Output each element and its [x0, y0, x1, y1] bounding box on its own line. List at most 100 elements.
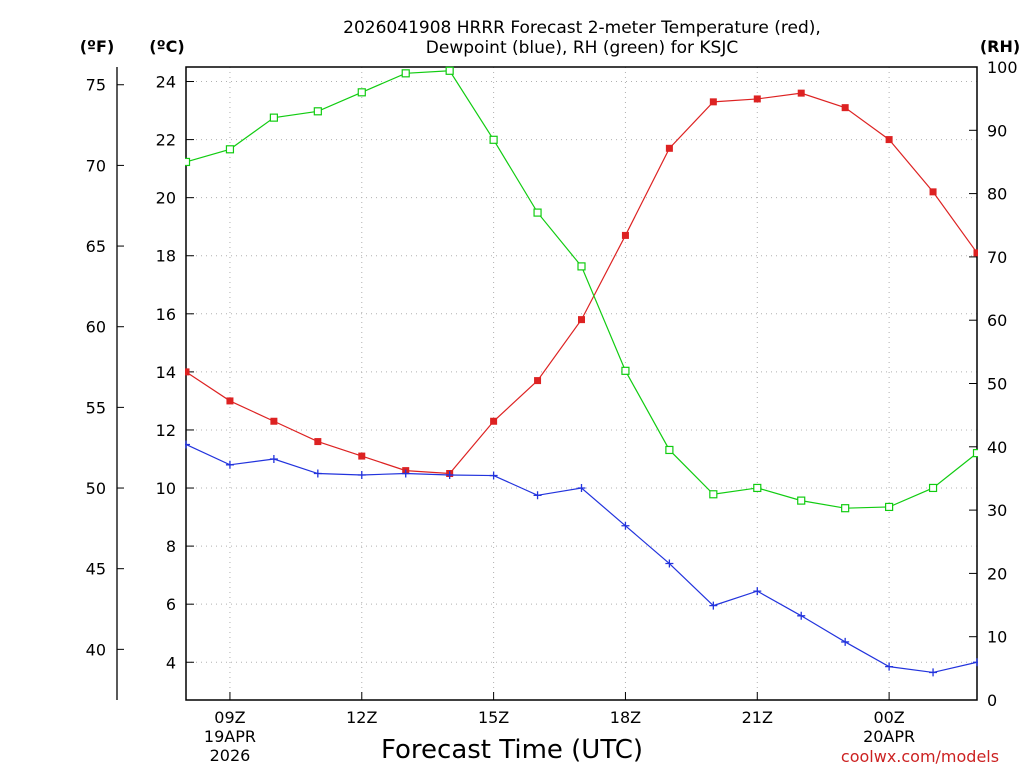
x-tick-label: 00Z	[873, 708, 904, 727]
chart-title-line-1: 2026041908 HRRR Forecast 2-meter Tempera…	[343, 18, 821, 38]
x-tick-label: 18Z	[610, 708, 641, 727]
fahrenheit-tick-label: 60	[86, 318, 106, 337]
rh-tick-label: 60	[987, 311, 1007, 330]
temperature-point	[841, 104, 849, 112]
dewpoint-point	[533, 491, 542, 500]
dewpoint-point	[621, 521, 630, 530]
celsius-tick-label: 18	[156, 247, 176, 266]
fahrenheit-tick-label: 75	[86, 76, 106, 95]
rh-tick-label: 10	[987, 628, 1007, 647]
x-axis-label: Forecast Time (UTC)	[381, 735, 643, 765]
rh-point	[621, 366, 630, 375]
celsius-tick-label: 16	[156, 305, 176, 324]
dewpoint-point	[665, 559, 674, 568]
x-tick-date: 20APR	[863, 727, 915, 746]
celsius-tick-label: 24	[156, 73, 176, 92]
celsius-tick-label: 22	[156, 131, 176, 150]
fahrenheit-tick-label: 65	[86, 237, 106, 256]
rh-tick-label: 90	[987, 121, 1007, 140]
temperature-point	[973, 249, 978, 257]
rh-point	[401, 69, 410, 78]
dewpoint-point	[357, 470, 366, 479]
temperature-point	[709, 98, 717, 106]
fahrenheit-tick-label: 45	[86, 560, 106, 579]
credit-text: coolwx.com/models	[841, 747, 999, 766]
dewpoint-point	[445, 470, 454, 479]
temperature-point	[270, 417, 278, 425]
temperature-point	[753, 95, 761, 103]
chart-title-line-2: Dewpoint (blue), RH (green) for KSJC	[426, 38, 738, 58]
rh-point	[185, 157, 191, 167]
temperature-point	[490, 417, 498, 425]
dewpoint-point	[797, 611, 806, 620]
rh-tick-label: 0	[987, 691, 997, 710]
temperature-point	[885, 136, 893, 144]
temperature-point	[358, 452, 366, 460]
rh-point	[357, 88, 366, 97]
dewpoint-point	[185, 440, 190, 449]
temperature-point	[665, 144, 673, 152]
dewpoint-point	[885, 662, 894, 671]
rh-point	[665, 445, 674, 455]
rh-point	[972, 449, 978, 458]
celsius-tick-label: 12	[156, 421, 176, 440]
rh-tick-label: 50	[987, 375, 1007, 394]
dewpoint-point	[401, 469, 410, 478]
dewpoint-point	[577, 484, 586, 493]
dewpoint-point	[225, 460, 234, 469]
rh-point	[269, 113, 278, 122]
rh-tick-label: 30	[987, 501, 1007, 520]
dewpoint-point	[313, 469, 322, 478]
rh-tick-label: 70	[987, 248, 1007, 267]
rh-tick-label: 40	[987, 438, 1007, 457]
x-tick-label: 12Z	[346, 708, 377, 727]
rh-point	[577, 262, 586, 271]
rh-tick-label: 80	[987, 185, 1007, 204]
dewpoint-point	[929, 668, 938, 677]
fahrenheit-tick-label: 50	[86, 479, 106, 498]
x-tick-label: 21Z	[742, 708, 773, 727]
temperature-point	[797, 89, 805, 97]
celsius-tick-label: 14	[156, 363, 176, 382]
x-tick-date: 19APR	[204, 727, 256, 746]
celsius-tick-label: 4	[166, 653, 176, 672]
series-layer	[185, 66, 978, 677]
rh-point	[797, 496, 806, 505]
dewpoint-point	[753, 587, 762, 596]
x-tick-year: 2026	[210, 746, 251, 765]
rh-point	[489, 135, 498, 144]
x-tick-label: 15Z	[478, 708, 509, 727]
dewpoint-series-line	[185, 443, 978, 674]
fahrenheit-tick-label: 55	[86, 398, 106, 417]
celsius-tick-label: 10	[156, 479, 176, 498]
rh-tick-label: 100	[987, 58, 1018, 77]
dewpoint-point	[489, 471, 498, 480]
rh-point	[709, 490, 718, 499]
temperature-point	[621, 231, 629, 239]
rh-point	[313, 107, 322, 116]
rh-point	[841, 504, 850, 513]
rh-point	[885, 502, 894, 512]
fahrenheit-tick-label: 70	[86, 156, 106, 175]
rh-point	[533, 208, 542, 217]
temperature-point	[314, 438, 322, 446]
dewpoint-point	[269, 454, 278, 463]
temperature-series-line	[185, 92, 978, 475]
celsius-tick-label: 20	[156, 189, 176, 208]
temperature-point	[185, 368, 190, 376]
celsius-tick-label: 6	[166, 595, 176, 614]
fahrenheit-unit-label: (ºF)	[80, 37, 115, 56]
dewpoint-point	[709, 601, 718, 610]
rh-series-line	[185, 70, 978, 509]
fahrenheit-tick-label: 40	[86, 640, 106, 659]
plot-frame	[185, 66, 978, 701]
rh-unit-label: (RH)	[980, 37, 1020, 56]
x-tick-label: 09Z	[214, 708, 245, 727]
rh-point	[928, 483, 938, 493]
celsius-unit-label: (ºC)	[149, 37, 184, 56]
rh-tick-label: 20	[987, 564, 1007, 583]
temperature-point	[534, 377, 542, 385]
series-group	[185, 66, 978, 677]
